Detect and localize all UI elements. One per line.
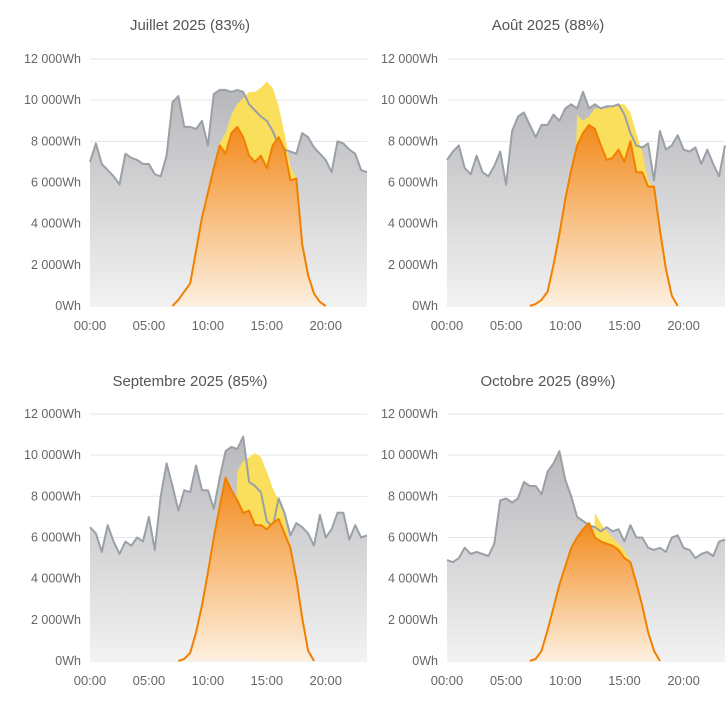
chart-title: Juillet 2025 (83%) — [130, 17, 250, 34]
self-consumed-line — [529, 123, 679, 307]
x-tick-label: 05:00 — [490, 673, 523, 688]
x-tick-label: 20:00 — [667, 673, 700, 688]
y-tick-label: 0Wh — [55, 654, 81, 668]
consumption-line — [89, 88, 368, 186]
y-tick-label: 2 000Wh — [31, 258, 81, 272]
self-consumed-area — [172, 126, 326, 307]
x-tick-label: 05:00 — [490, 318, 523, 333]
x-tick-label: 05:00 — [133, 673, 166, 688]
y-tick-label: 8 000Wh — [388, 489, 438, 503]
chart-title: Septembre 2025 (85%) — [112, 373, 267, 390]
y-tick-label: 12 000Wh — [24, 52, 81, 66]
y-tick-label: 6 000Wh — [388, 176, 438, 190]
self-consumed-line — [171, 125, 327, 307]
y-tick-label: 0Wh — [55, 299, 81, 313]
y-tick-label: 8 000Wh — [31, 134, 81, 148]
x-tick-label: 00:00 — [431, 673, 464, 688]
self-consumed-line — [178, 476, 315, 662]
x-tick-label: 20:00 — [309, 673, 342, 688]
y-tick-label: 6 000Wh — [31, 176, 81, 190]
y-tick-label: 12 000Wh — [381, 52, 438, 66]
x-tick-label: 20:00 — [667, 318, 700, 333]
y-tick-label: 10 000Wh — [381, 448, 438, 462]
x-tick-label: 00:00 — [74, 318, 107, 333]
y-tick-label: 0Wh — [412, 654, 438, 668]
y-tick-label: 2 000Wh — [388, 613, 438, 627]
x-tick-label: 15:00 — [251, 673, 284, 688]
chart-panel-2: Août 2025 (88%) 0Wh 2 000Wh 4 000Wh 6 000Wh 8… — [381, 17, 726, 333]
y-tick-label: 4 000Wh — [388, 572, 438, 586]
y-tick-label: 12 000Wh — [381, 407, 438, 421]
chart-panel-4: Octobre 2025 (89%) 0Wh 2 000Wh 4 000Wh 6 000… — [381, 373, 726, 688]
chart-title: Octobre 2025 (89%) — [480, 373, 615, 390]
consumption-line — [446, 450, 726, 564]
y-tick-label: 8 000Wh — [388, 134, 438, 148]
x-tick-label: 10:00 — [192, 318, 225, 333]
y-tick-label: 10 000Wh — [381, 93, 438, 107]
consumption-line — [89, 435, 368, 555]
self-consumed-area — [529, 124, 678, 307]
y-tick-label: 10 000Wh — [24, 93, 81, 107]
y-tick-label: 8 000Wh — [31, 489, 81, 503]
consumption-line — [446, 90, 726, 186]
x-tick-label: 00:00 — [431, 318, 464, 333]
y-tick-label: 4 000Wh — [31, 217, 81, 231]
y-tick-label: 6 000Wh — [388, 531, 438, 545]
chart-panel-3: Septembre 2025 (85%) 0Wh 2 000Wh 4 000Wh 6 0… — [24, 373, 368, 688]
y-tick-label: 12 000Wh — [24, 407, 81, 421]
self-consumed-line — [529, 522, 661, 662]
y-tick-label: 4 000Wh — [388, 217, 438, 231]
x-tick-label: 15:00 — [251, 318, 284, 333]
chart-panel-1: Juillet 2025 (83%) 0Wh 2 000Wh 4 000Wh 6 000… — [24, 17, 368, 333]
y-tick-label: 2 000Wh — [31, 613, 81, 627]
x-tick-label: 05:00 — [133, 318, 166, 333]
x-tick-label: 10:00 — [192, 673, 225, 688]
y-tick-label: 4 000Wh — [31, 572, 81, 586]
x-tick-label: 10:00 — [549, 318, 582, 333]
y-tick-label: 10 000Wh — [24, 448, 81, 462]
x-tick-label: 20:00 — [309, 318, 342, 333]
x-tick-label: 15:00 — [608, 318, 641, 333]
x-tick-label: 10:00 — [549, 673, 582, 688]
x-tick-label: 15:00 — [608, 673, 641, 688]
x-tick-label: 00:00 — [74, 673, 107, 688]
y-tick-label: 0Wh — [412, 299, 438, 313]
chart-title: Août 2025 (88%) — [492, 17, 605, 34]
self-consumed-area — [529, 523, 660, 661]
y-tick-label: 6 000Wh — [31, 531, 81, 545]
y-tick-label: 2 000Wh — [388, 258, 438, 272]
